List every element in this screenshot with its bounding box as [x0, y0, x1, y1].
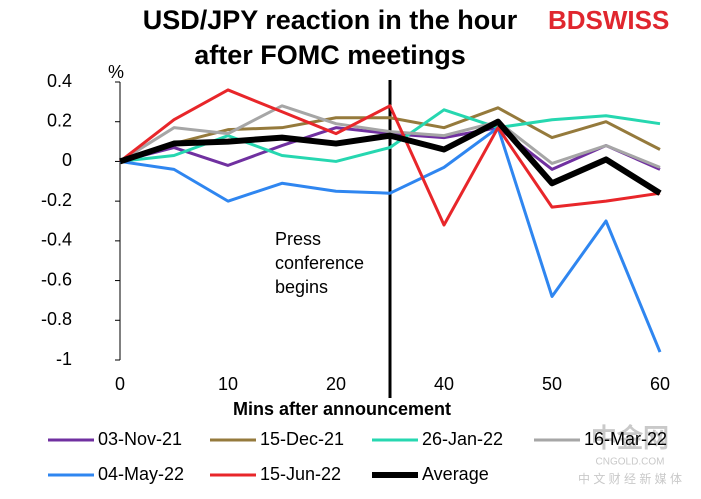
y-tick-label: -0.8: [41, 309, 72, 329]
chart-title: after FOMC meetings: [194, 40, 466, 70]
legend-label: 15-Dec-21: [260, 429, 344, 449]
series-line: [119, 106, 661, 163]
annotation-line-text: Press: [275, 229, 321, 249]
series-line: [119, 126, 662, 353]
watermark: 中 文 财 经 新 媒 体: [578, 471, 682, 486]
annotation-line-text: begins: [275, 277, 328, 297]
y-unit: %: [108, 62, 124, 82]
y-tick-label: 0.4: [47, 71, 72, 91]
y-tick-label: -0.2: [41, 190, 72, 210]
watermark: CNGOLD.COM: [596, 457, 665, 468]
legend-label: 15-Jun-22: [260, 464, 341, 484]
y-tick-label: -1: [56, 349, 72, 369]
chart-title: USD/JPY reaction in the hour: [143, 5, 518, 35]
x-tick-label: 0: [115, 374, 125, 394]
x-tick-label: 20: [326, 374, 346, 394]
legend-label: 04-May-22: [98, 464, 184, 484]
legend-label: Average: [422, 464, 489, 484]
annotation: Press conference begins: [275, 229, 364, 297]
legend-label: 03-Nov-21: [98, 429, 182, 449]
x-tick-label: 50: [542, 374, 562, 394]
x-tick-label: 40: [434, 374, 454, 394]
logo: BDSWISS: [548, 5, 669, 35]
x-axis-title: Mins after announcement: [233, 399, 451, 419]
legend-label: 16-Mar-22: [584, 429, 667, 449]
series-line: [119, 88, 661, 227]
y-tick-label: 0.2: [47, 110, 72, 130]
annotation-line-text: conference: [275, 253, 364, 273]
y-tick-label: 0: [62, 150, 72, 170]
y-tick-label: -0.4: [41, 230, 72, 250]
series-line: [119, 118, 662, 196]
x-tick-label: 60: [650, 374, 670, 394]
x-tick-label: 10: [218, 374, 238, 394]
y-tick-label: -0.6: [41, 269, 72, 289]
series-line: [119, 104, 661, 169]
legend-label: 26-Jan-22: [422, 429, 503, 449]
watermark: 中金网: [591, 423, 669, 453]
